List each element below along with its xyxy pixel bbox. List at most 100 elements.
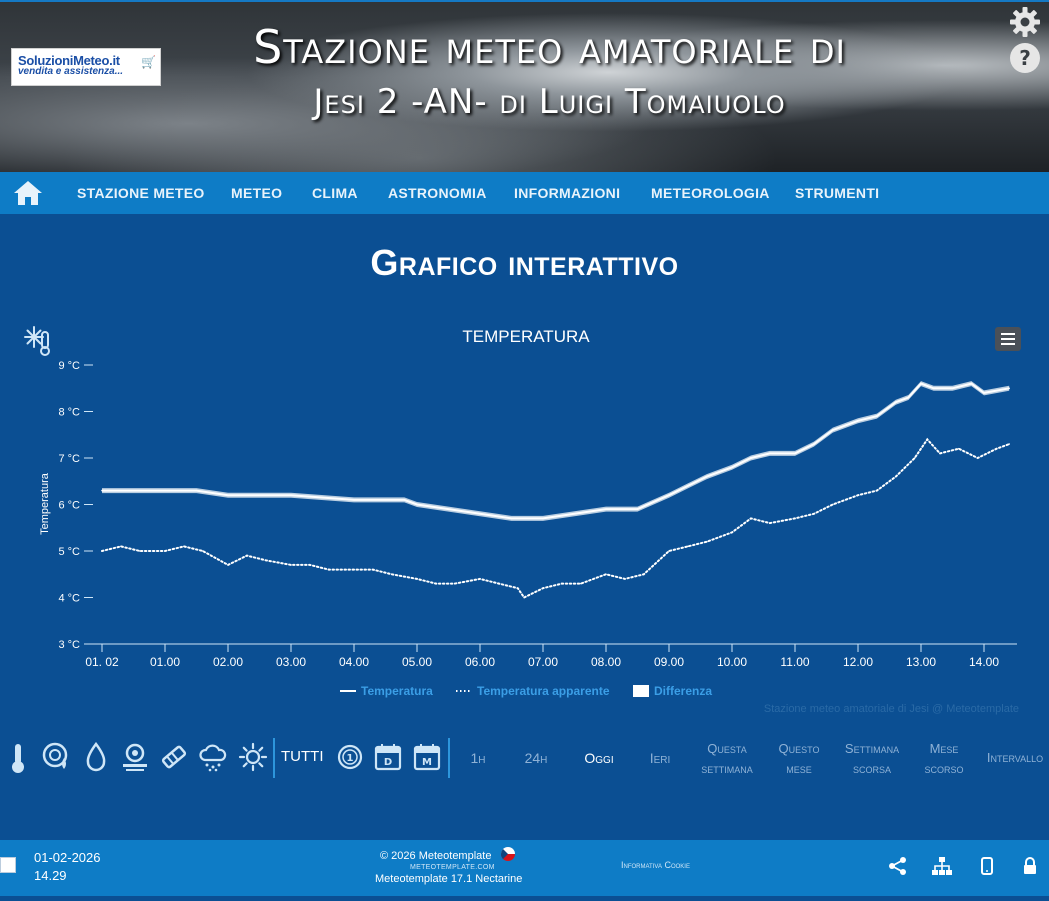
chart-menu-button[interactable]: [995, 327, 1021, 351]
calendar-day-icon[interactable]: D: [374, 742, 402, 772]
temperatura-apparente-point: [876, 489, 878, 492]
temperatura-apparente-point: [605, 573, 607, 576]
temperatura-point: [895, 401, 897, 403]
footer-date: 01-02-2026: [34, 850, 101, 865]
range-intervallo[interactable]: Intervallo: [982, 748, 1048, 768]
legend-item[interactable]: Temperatura: [340, 684, 433, 698]
logo-brand: SoluzioniMeteo.it: [18, 53, 120, 68]
temperatura-point: [1008, 387, 1010, 390]
range-oggi[interactable]: Oggi: [578, 748, 620, 768]
temperatura-apparente-point: [120, 545, 122, 548]
range-ieri[interactable]: Ieri: [640, 748, 680, 768]
temperatura-apparente-point: [498, 582, 500, 585]
gear-icon[interactable]: [1009, 6, 1041, 38]
nav-item-astronomia[interactable]: ASTRONOMIA: [388, 185, 487, 201]
drop-icon[interactable]: [84, 742, 108, 772]
legend-item[interactable]: Temperatura apparente: [456, 684, 610, 698]
legend-item[interactable]: Differenza: [633, 684, 712, 698]
nav-item-clima[interactable]: CLIMA: [312, 185, 358, 201]
chart-legend[interactable]: Temperatura Temperatura apparente Differen…: [340, 684, 712, 698]
temperatura-point: [687, 485, 689, 487]
site-title-line1: Stazione meteo amatoriale di: [253, 20, 846, 74]
share-icon[interactable]: [888, 856, 908, 876]
range-settimana-scorsa[interactable]: Settimana scorsa: [836, 739, 908, 779]
range-label-line1: Questo: [778, 741, 820, 756]
x-tick-label: 10.00: [717, 655, 747, 669]
toolbar-separator: [448, 738, 450, 778]
x-tick-label: 13.00: [906, 655, 936, 669]
temperatura-apparente-point: [926, 438, 929, 441]
humidity-gauge-icon[interactable]: [42, 742, 72, 772]
home-icon[interactable]: [13, 180, 43, 206]
nav-item-strumenti[interactable]: STRUMENTI: [795, 185, 880, 201]
temperatura-point: [832, 429, 834, 431]
series-line-temperatura: [102, 382, 1010, 520]
chart-toolbar: TUTTI 1 D M 1h 24h Oggi Ieri Questa setti…: [0, 730, 1049, 790]
temperatura-apparente-point: [687, 545, 689, 548]
temperatura-point: [951, 387, 954, 390]
temperatura-point: [479, 513, 481, 515]
temperatura-apparente-point: [857, 494, 859, 496]
page-title: Grafico interattivo: [370, 242, 679, 283]
temperatura-apparente-point: [913, 457, 916, 459]
temperatura-apparente-point: [731, 531, 733, 534]
rain-cloud-icon[interactable]: [198, 742, 228, 772]
temperatura-point: [970, 382, 973, 385]
range-1h-label: 1h: [470, 750, 486, 766]
range-questa-settimana[interactable]: Questa settimana: [692, 739, 762, 779]
legend-label: Differenza: [654, 684, 712, 698]
nav-item-meteorologia[interactable]: METEOROLOGIA: [651, 185, 770, 201]
soluzionimeteo-logo[interactable]: SoluzioniMeteo.it vendita e assistenza..…: [11, 48, 161, 86]
site-title-line2: Jesi 2 -AN- di Luigi Tomaiuolo: [313, 82, 786, 122]
thermometer-icon[interactable]: [8, 742, 28, 774]
y-tick-label: 3 °C: [58, 639, 80, 651]
range-24h[interactable]: 24h: [514, 748, 558, 768]
range-label-line2: settimana: [701, 761, 753, 776]
help-icon[interactable]: ?: [1009, 42, 1041, 74]
temperatura-point: [164, 489, 166, 492]
x-tick-label: 04.00: [339, 655, 369, 669]
chart-credits[interactable]: Stazione meteo amatoriale di Jesi @ Mete…: [764, 703, 1019, 715]
nav-item-meteo[interactable]: METEO: [231, 185, 283, 201]
y-axis-label: Temperatura: [39, 472, 51, 535]
pressure-icon[interactable]: [120, 742, 150, 772]
range-label-line1: Mese: [929, 741, 959, 756]
temperatura-point: [101, 489, 103, 492]
main-nav: STAZIONE METEO METEO CLIMA ASTRONOMIA IN…: [0, 172, 1049, 214]
legend-label: Temperatura: [361, 684, 433, 698]
nav-item-stazione-meteo[interactable]: STAZIONE METEO: [77, 185, 205, 201]
footer-time: 14.29: [34, 868, 67, 883]
temperatura-apparente-point: [995, 447, 998, 450]
calendar-month-icon[interactable]: M: [413, 742, 441, 772]
range-questo-mese[interactable]: Questo mese: [772, 739, 826, 779]
y-tick-label: 8 °C: [58, 407, 80, 419]
range-1h[interactable]: 1h: [460, 748, 496, 768]
temperatura-apparente-point: [164, 550, 166, 552]
temperatura-apparente-point: [372, 568, 374, 571]
clock-icon[interactable]: 1: [336, 742, 364, 772]
legend-label: Temperatura apparente: [477, 684, 610, 698]
temperatura-point: [907, 396, 910, 399]
temperatura-apparente-point: [895, 475, 897, 478]
cookie-policy-link[interactable]: Informativa Cookie: [621, 860, 690, 870]
temperatura-apparente-point: [976, 457, 979, 459]
temperatura-point: [932, 387, 935, 390]
temperatura-point: [353, 499, 355, 501]
sitemap-icon[interactable]: [931, 856, 953, 876]
temperatura-apparente-point: [939, 452, 941, 455]
temperatura-point: [668, 494, 670, 496]
thermo-snow-icon[interactable]: [24, 324, 56, 356]
tutti-button[interactable]: TUTTI: [281, 748, 324, 765]
temperatura-apparente-point: [750, 517, 752, 520]
lock-icon[interactable]: [1022, 856, 1038, 876]
footer-site-link[interactable]: METEOTEMPLATE.COM: [410, 864, 495, 871]
range-mese-scorso[interactable]: Mese scorso: [918, 739, 970, 779]
sun-icon[interactable]: [238, 742, 268, 772]
footer-copyright[interactable]: © 2026 Meteotemplate: [380, 847, 515, 862]
nav-item-informazioni[interactable]: INFORMAZIONI: [514, 185, 621, 201]
x-tick-label: 09.00: [654, 655, 684, 669]
temperatura-apparente-point: [454, 582, 456, 585]
wind-icon[interactable]: [160, 742, 188, 772]
mobile-icon[interactable]: [980, 856, 994, 876]
chart-title: TEMPERATURA: [462, 327, 590, 346]
